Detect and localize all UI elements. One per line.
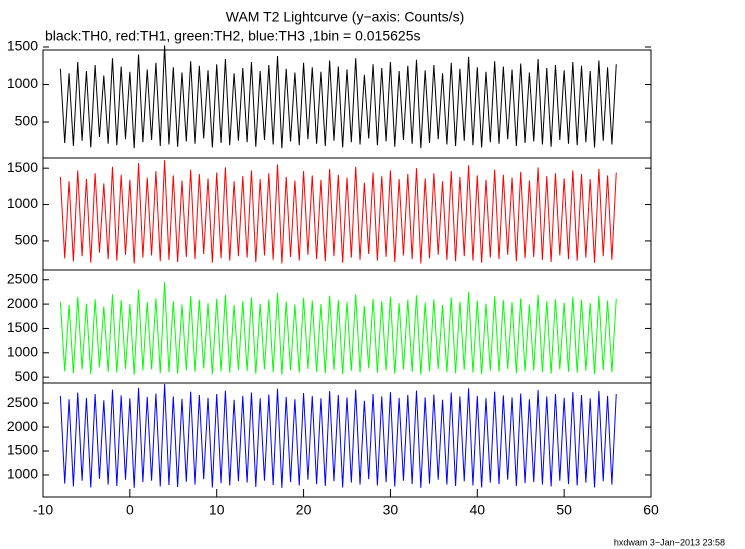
y-tick-label: 1000 [7,195,38,211]
lightcurve [59,45,617,149]
x-tick-label: 50 [556,502,572,518]
y-tick-label: 1500 [7,38,38,54]
y-tick-label: 1000 [7,344,38,360]
y-tick-label: 1000 [7,75,38,91]
y-tick-label: 500 [15,368,39,384]
x-tick-label: 0 [126,502,134,518]
chart-title: WAM T2 Lightcurve (y−axis: Counts/s) [226,9,464,25]
y-tick-label: 1000 [7,466,38,482]
y-tick-label: 1500 [7,442,38,458]
x-tick-label: 60 [643,502,659,518]
lightcurve [59,383,617,488]
y-tick-label: 2500 [7,270,38,286]
y-tick-label: 1500 [7,159,38,175]
x-tick-label: 40 [469,502,485,518]
x-tick-label: 20 [296,502,312,518]
chart-subtitle: black:TH0, red:TH1, green:TH2, blue:TH3 … [45,28,420,44]
lightcurve [59,282,617,375]
x-tick-label: -10 [33,502,53,518]
y-tick-label: 500 [15,113,39,129]
lightcurve [59,160,617,264]
y-tick-label: 500 [15,232,39,248]
x-tick-label: 30 [383,502,399,518]
y-tick-label: 2000 [7,295,38,311]
y-tick-label: 1500 [7,319,38,335]
y-tick-label: 2000 [7,418,38,434]
x-tick-label: 10 [209,502,225,518]
footer: hxdwam 3−Jan−2013 23:58 [614,537,725,547]
y-tick-label: 2500 [7,394,38,410]
panel-frame [42,382,652,498]
